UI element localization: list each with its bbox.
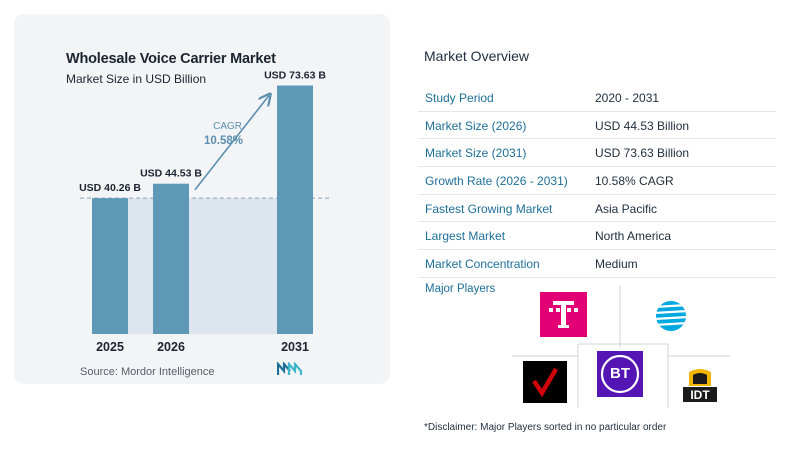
overview-label: Growth Rate (2026 - 2031): [425, 174, 568, 189]
disclaimer: *Disclaimer: Major Players sorted in no …: [424, 422, 667, 433]
x-tick-label: 2031: [281, 340, 309, 354]
mordor-logo-icon: [277, 362, 303, 375]
idt-logo: IDT: [683, 364, 717, 402]
overview-label: Market Size (2026): [425, 118, 527, 133]
bar-value-label: USD 40.26 B: [79, 182, 141, 194]
bar: [92, 198, 128, 334]
overview-value: USD 73.63 Billion: [595, 146, 690, 161]
overview-value: 2020 - 2031: [595, 91, 660, 105]
bt-logo: BT: [597, 351, 643, 397]
overview-label: Largest Market: [425, 229, 506, 244]
x-tick-label: 2025: [96, 340, 124, 354]
major-players-title: Major Players: [425, 283, 496, 295]
bt-logo-icon: [600, 354, 640, 394]
bar-chart: USD 40.26 B 2025 USD 44.53 B 2026 USD 73.63 …: [79, 69, 330, 354]
overview-row: Fastest Growing Market Asia Pacific: [418, 195, 776, 223]
cagr-label: CAGR: [213, 121, 242, 132]
overview-label: Market Size (2031): [425, 146, 527, 161]
market-overview-title: Market Overview: [424, 48, 530, 64]
bar: [153, 183, 189, 334]
idt-logo-text: IDT: [690, 388, 710, 402]
overview-row: Market Size (2026) USD 44.53 Billion: [418, 112, 776, 140]
overview-row: Largest Market North America: [418, 222, 776, 251]
bt-logo-text: BT: [610, 365, 630, 382]
overview-value: USD 44.53 Billion: [595, 118, 690, 133]
bar: [277, 85, 313, 334]
att-logo: [653, 298, 689, 334]
market-overview-table: Study Period 2020 - 2031 Market Size (20…: [418, 84, 776, 278]
overview-value: North America: [595, 229, 672, 244]
overview-row: Market Concentration Medium: [418, 250, 776, 278]
cagr-arrow: [194, 95, 269, 191]
chart-title: Wholesale Voice Carrier Market: [66, 51, 276, 67]
overview-value: Medium: [595, 257, 638, 272]
overview-label: Market Concentration: [425, 257, 540, 272]
baseline-band: [128, 198, 277, 334]
bar-value-label: USD 44.53 B: [140, 168, 202, 180]
chart-subtitle: Market Size in USD Billion: [66, 72, 207, 86]
overview-value: 10.58% CAGR: [595, 174, 674, 189]
overview-row: Study Period 2020 - 2031: [418, 84, 776, 112]
bar-value-label: USD 73.63 B: [264, 69, 326, 81]
cagr-value: 10.58%: [204, 135, 243, 147]
overview-row: Growth Rate (2026 - 2031) 10.58% CAGR: [418, 167, 776, 195]
overview-row: Market Size (2031) USD 73.63 Billion: [418, 139, 776, 168]
overview-label: Fastest Growing Market: [425, 201, 553, 216]
idt-logo-icon: [683, 364, 717, 402]
verizon-logo: [523, 361, 567, 403]
telekom-t-logo-icon: [549, 301, 578, 328]
overview-label: Study Period: [425, 91, 494, 105]
x-tick-label: 2026: [157, 340, 185, 354]
telekom-logo: [540, 292, 587, 337]
source-note: Source: Mordor Intelligence: [80, 366, 215, 378]
att-globe-logo-icon: [656, 301, 686, 331]
overview-value: Asia Pacific: [595, 201, 658, 216]
verizon-check-logo-icon: [532, 367, 558, 398]
